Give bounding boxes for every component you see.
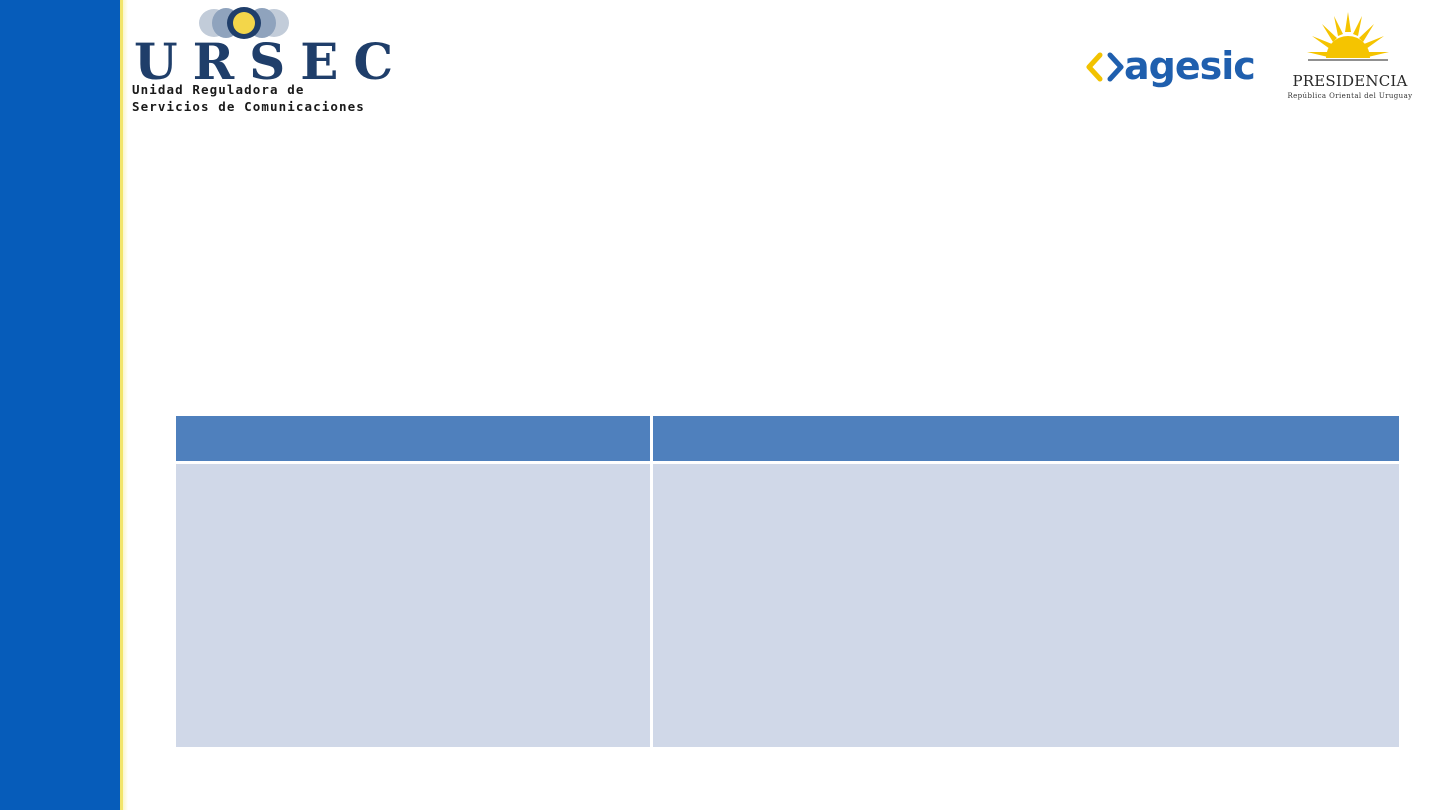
table-cell-1 bbox=[176, 464, 650, 747]
presidencia-subtitle: República Oriental del Uruguay bbox=[1287, 92, 1413, 100]
angle-brackets-icon bbox=[1086, 52, 1124, 82]
table-row bbox=[176, 464, 1399, 747]
table-header-row bbox=[176, 416, 1399, 461]
table-header-cell-1 bbox=[176, 416, 650, 461]
ursec-tagline-line-1: Unidad Reguladora de bbox=[132, 82, 305, 97]
table-cell-2 bbox=[653, 464, 1399, 747]
table-header-cell-2 bbox=[653, 416, 1399, 461]
presidencia-logo: PRESIDENCIA República Oriental del Urugu… bbox=[1272, 10, 1428, 106]
content-table bbox=[176, 416, 1399, 747]
sidebar-accent-rule bbox=[120, 0, 123, 810]
presidencia-wordmark: PRESIDENCIA bbox=[1292, 72, 1408, 90]
sun-icon bbox=[1307, 12, 1389, 61]
ursec-logo: URSEC Unidad Reguladora de Servicios de … bbox=[128, 6, 393, 116]
ursec-wordmark: URSEC bbox=[134, 32, 409, 91]
ursec-tagline-line-2: Servicios de Comunicaciones bbox=[132, 99, 365, 114]
agesic-logo: agesic bbox=[1086, 44, 1256, 92]
sidebar-band bbox=[0, 0, 120, 810]
sidebar-accent-glow bbox=[123, 0, 128, 810]
ursec-circles-icon bbox=[199, 7, 289, 39]
agesic-wordmark: agesic bbox=[1124, 44, 1256, 88]
